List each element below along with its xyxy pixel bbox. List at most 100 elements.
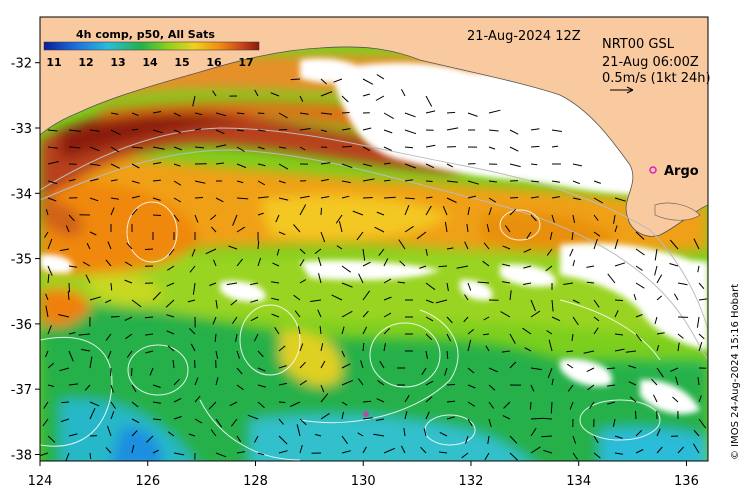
current-vector (190, 343, 196, 352)
current-vector (423, 428, 427, 437)
current-vector (274, 327, 280, 335)
current-vector (341, 163, 353, 169)
current-vector (467, 180, 480, 185)
current-vector (488, 418, 492, 427)
current-vector (194, 197, 204, 199)
current-vector (529, 401, 532, 410)
current-vector (383, 327, 391, 335)
current-vector (299, 95, 304, 102)
current-vector (215, 299, 218, 309)
current-vector (131, 299, 142, 308)
current-vector (47, 325, 52, 335)
current-vector (482, 333, 490, 336)
x-tick-label: 134 (566, 474, 591, 489)
current-vector (236, 451, 245, 454)
current-vector (341, 450, 351, 454)
current-vector (60, 418, 70, 423)
current-vector (194, 418, 203, 424)
current-vector (341, 401, 348, 406)
current-vector (376, 74, 385, 80)
current-vector (383, 343, 386, 352)
current-vector (299, 259, 305, 267)
current-vector (110, 163, 121, 169)
current-vector (425, 411, 430, 420)
current-vector (236, 163, 247, 169)
argo-marker (649, 166, 657, 174)
current-vector (425, 144, 436, 148)
current-vector (461, 452, 469, 459)
current-vector (278, 129, 288, 131)
current-vector (593, 435, 599, 444)
y-tick-label: -35 (11, 253, 32, 268)
current-vector (215, 377, 219, 386)
current-vector (61, 401, 70, 404)
current-vector (403, 428, 406, 437)
current-vector (530, 180, 539, 183)
current-vector (635, 410, 637, 420)
colorbar-tick-label: 15 (174, 56, 189, 69)
current-vector (446, 282, 449, 292)
velocity-scale-note: 0.5m/s (1kt 24h) (602, 71, 711, 86)
current-vector (250, 316, 259, 322)
current-vector (522, 327, 532, 335)
current-vector (362, 78, 374, 85)
current-vector (656, 428, 661, 437)
current-vector (85, 274, 91, 284)
current-vector (167, 265, 175, 271)
current-vector (502, 263, 511, 267)
current-vector (404, 197, 415, 200)
current-vector (383, 278, 392, 284)
current-vector (509, 361, 517, 369)
current-vector (419, 265, 427, 269)
current-vector (509, 290, 512, 301)
current-vector (677, 333, 684, 339)
current-vector (145, 333, 154, 336)
current-vector (656, 274, 663, 284)
current-vector (383, 129, 393, 134)
current-vector (677, 282, 688, 286)
current-vector (59, 367, 70, 372)
current-vector (89, 356, 93, 369)
current-vector (488, 180, 497, 183)
current-vector (296, 424, 301, 437)
current-vector (130, 367, 133, 377)
current-vector (530, 446, 541, 454)
current-vector (572, 316, 579, 326)
current-vector (399, 260, 406, 267)
current-vector (250, 282, 259, 286)
current-vector (110, 179, 118, 182)
current-vector (503, 401, 511, 409)
current-vector (488, 367, 499, 373)
current-vector (47, 180, 58, 185)
current-vector (231, 418, 238, 427)
current-vector (546, 330, 553, 335)
current-vector (362, 197, 373, 199)
current-vector (209, 214, 217, 221)
current-vector (425, 299, 434, 304)
current-vector (213, 259, 217, 267)
current-vector (236, 129, 244, 132)
product-time: 21-Aug 06:00Z (602, 55, 699, 70)
current-vector (669, 263, 679, 267)
current-vector (656, 344, 660, 352)
current-vector (675, 376, 679, 386)
current-vector (483, 316, 490, 321)
current-vector (477, 281, 490, 284)
current-vector (124, 279, 133, 284)
current-vector (379, 360, 385, 369)
current-vector (173, 180, 182, 186)
x-axis: 124 126 128 130 132 134 136 (28, 461, 699, 489)
bathymetry-contours (40, 127, 708, 361)
current-vector (383, 112, 394, 120)
current-vector (439, 431, 448, 437)
current-vector (572, 259, 576, 267)
current-vector (82, 261, 91, 267)
current-vector (614, 333, 624, 336)
current-vector (194, 377, 199, 386)
current-vector (320, 231, 326, 243)
y-tick-label: -36 (11, 318, 32, 333)
current-vector (299, 418, 307, 426)
current-vector (488, 401, 495, 409)
current-vector (425, 248, 428, 256)
current-vector (593, 231, 601, 237)
